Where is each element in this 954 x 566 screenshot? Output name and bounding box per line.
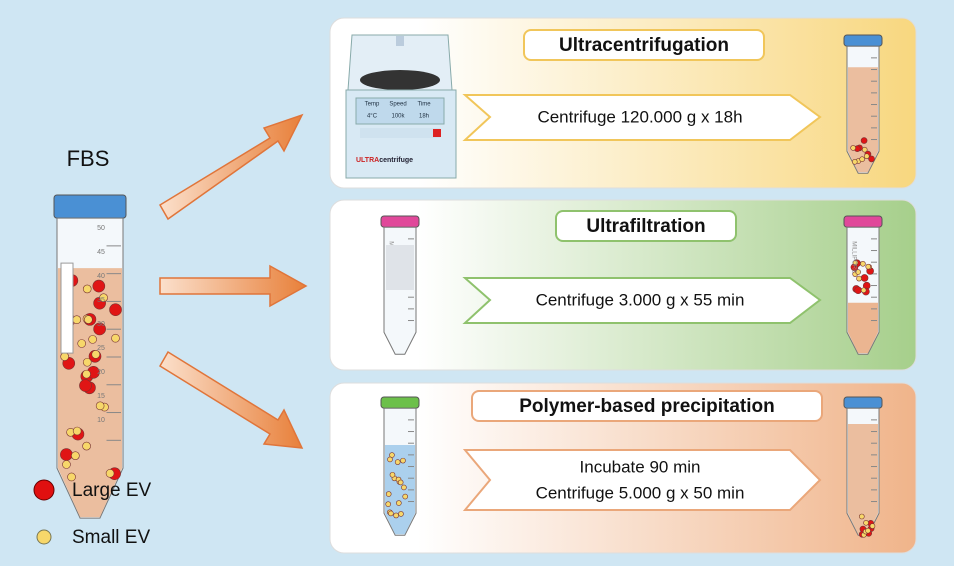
ev-dot (388, 511, 393, 516)
panel-title: Ultrafiltration (586, 216, 705, 237)
ev-dot (60, 449, 72, 461)
ev-dot (398, 511, 403, 516)
ev-dot (852, 159, 857, 164)
ev-dot (78, 340, 86, 348)
step: Centrifuge 3.000 g x 55 min (536, 290, 745, 309)
ev-dot (62, 461, 70, 469)
ev-dot (403, 494, 408, 499)
tube-cap (381, 397, 419, 408)
screen-label: Speed (389, 102, 406, 108)
tube-cap (54, 195, 126, 218)
ev-dot (851, 145, 856, 150)
ev-dot (400, 458, 405, 463)
ev-dot (83, 285, 91, 293)
tube-scale-label: 50 (97, 225, 105, 232)
tube-cap (844, 35, 882, 46)
ev-dot (106, 469, 114, 477)
screen-value: 100k (391, 114, 405, 120)
ev-dot (89, 335, 97, 343)
tube-scale-label: 20 (97, 369, 105, 376)
tube-scale-label: 35 (97, 297, 105, 304)
screen-label: Temp (365, 102, 380, 108)
ev-dot (395, 460, 400, 465)
ev-dot (398, 480, 403, 485)
legend-swatch (34, 480, 54, 500)
ev-dot (71, 452, 79, 460)
ev-dot (386, 492, 391, 497)
ev-dot (861, 138, 867, 144)
ev-dot (862, 147, 867, 152)
ev-dot (110, 304, 122, 316)
ev-dot (859, 514, 864, 519)
ev-dot (870, 524, 875, 529)
ev-dot (83, 358, 91, 366)
tube-cap (381, 216, 419, 227)
legend-swatch (37, 530, 51, 544)
ev-dot (111, 334, 119, 342)
tube-scale-label: 15 (97, 393, 105, 400)
tube-scale-label: 25 (97, 345, 105, 352)
step: Incubate 90 min (580, 457, 701, 476)
tube-cap (844, 216, 882, 227)
ev-dot (386, 502, 391, 507)
legend-label: Small EV (72, 527, 150, 548)
brand-suffix: centrifuge (379, 157, 413, 164)
ev-dot (855, 287, 862, 294)
tube-scale-label: 40 (97, 273, 105, 280)
ev-dot (396, 501, 401, 506)
legend-label: Large EV (72, 480, 152, 501)
ev-dot (387, 457, 392, 462)
screen-value: 4°C (367, 114, 378, 120)
ev-dot (61, 353, 69, 361)
diagram: FBS Ultracentrifugation Ultrafiltration … (0, 0, 954, 566)
ev-dot (401, 485, 406, 490)
ev-dot (864, 154, 869, 159)
ev-dot (866, 528, 871, 533)
screen-label: Time (417, 102, 431, 108)
filter-liquid (386, 245, 414, 290)
fbs-label: FBS (67, 146, 110, 171)
ev-dot (79, 380, 91, 392)
ev-dot (857, 276, 862, 281)
tube-scale-label: 10 (97, 417, 105, 424)
panel-title: Ultracentrifugation (559, 35, 729, 56)
ev-dot (96, 402, 104, 410)
ev-dot (860, 261, 865, 266)
tube-brand: MILLIPORE (850, 241, 856, 273)
ev-dot (73, 427, 81, 435)
ev-dot (861, 288, 866, 293)
ev-dot (83, 442, 91, 450)
tube-scale-label: 30 (97, 321, 105, 328)
ev-dot (394, 513, 399, 518)
tube-cap (844, 397, 882, 408)
tube-scale-label: 45 (97, 249, 105, 256)
screen-value: 18h (419, 114, 429, 120)
ev-dot (861, 274, 868, 281)
step: Centrifuge 5.000 g x 50 min (536, 483, 745, 502)
ev-dot (84, 316, 92, 324)
ev-dot (93, 280, 105, 292)
tube-label-strip (61, 263, 73, 353)
panel-title: Polymer-based precipitation (519, 396, 775, 417)
brand: ULTRAcentrifuge (356, 157, 413, 164)
step: Centrifuge 120.000 g x 18h (537, 107, 742, 126)
ev-dot (860, 157, 865, 162)
ev-dot (83, 370, 91, 378)
ev-dot (73, 316, 81, 324)
ev-dot (866, 264, 871, 269)
brand-prefix: ULTRA (356, 157, 379, 164)
ev-dot (390, 472, 395, 477)
ev-dot (864, 520, 869, 525)
